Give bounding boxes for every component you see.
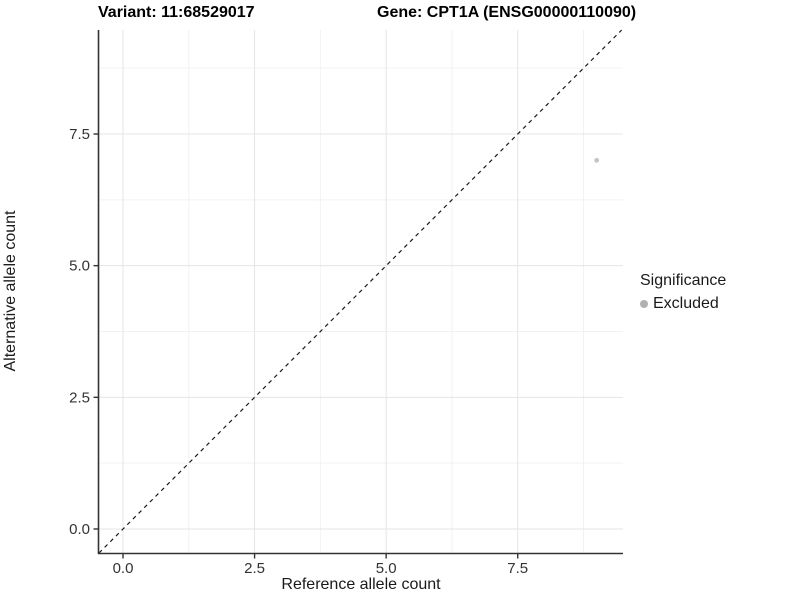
legend-entry-excluded: Excluded <box>640 295 726 313</box>
y-tick-label: 5.0 <box>69 258 90 275</box>
x-tick-label: 5.0 <box>376 560 397 577</box>
plot-title-variant: Variant: 11:68529017 <box>98 4 255 21</box>
x-tick-label: 7.5 <box>507 560 528 577</box>
legend: Significance Excluded <box>640 272 726 313</box>
legend-entry-label: Excluded <box>653 295 719 312</box>
y-tick-label: 0.0 <box>69 521 90 538</box>
x-axis-title: Reference allele count <box>281 576 441 593</box>
data-point <box>594 157 600 163</box>
x-tick-label: 0.0 <box>113 560 134 577</box>
x-tick-label: 2.5 <box>244 560 265 577</box>
y-tick-label: 2.5 <box>69 389 90 406</box>
legend-title: Significance <box>640 272 727 289</box>
legend-key-dot-icon <box>640 300 648 308</box>
y-tick-label: 7.5 <box>69 126 90 143</box>
identity-dashed-line <box>98 29 623 554</box>
plot-title-gene: Gene: CPT1A (ENSG00000110090) <box>377 4 637 21</box>
